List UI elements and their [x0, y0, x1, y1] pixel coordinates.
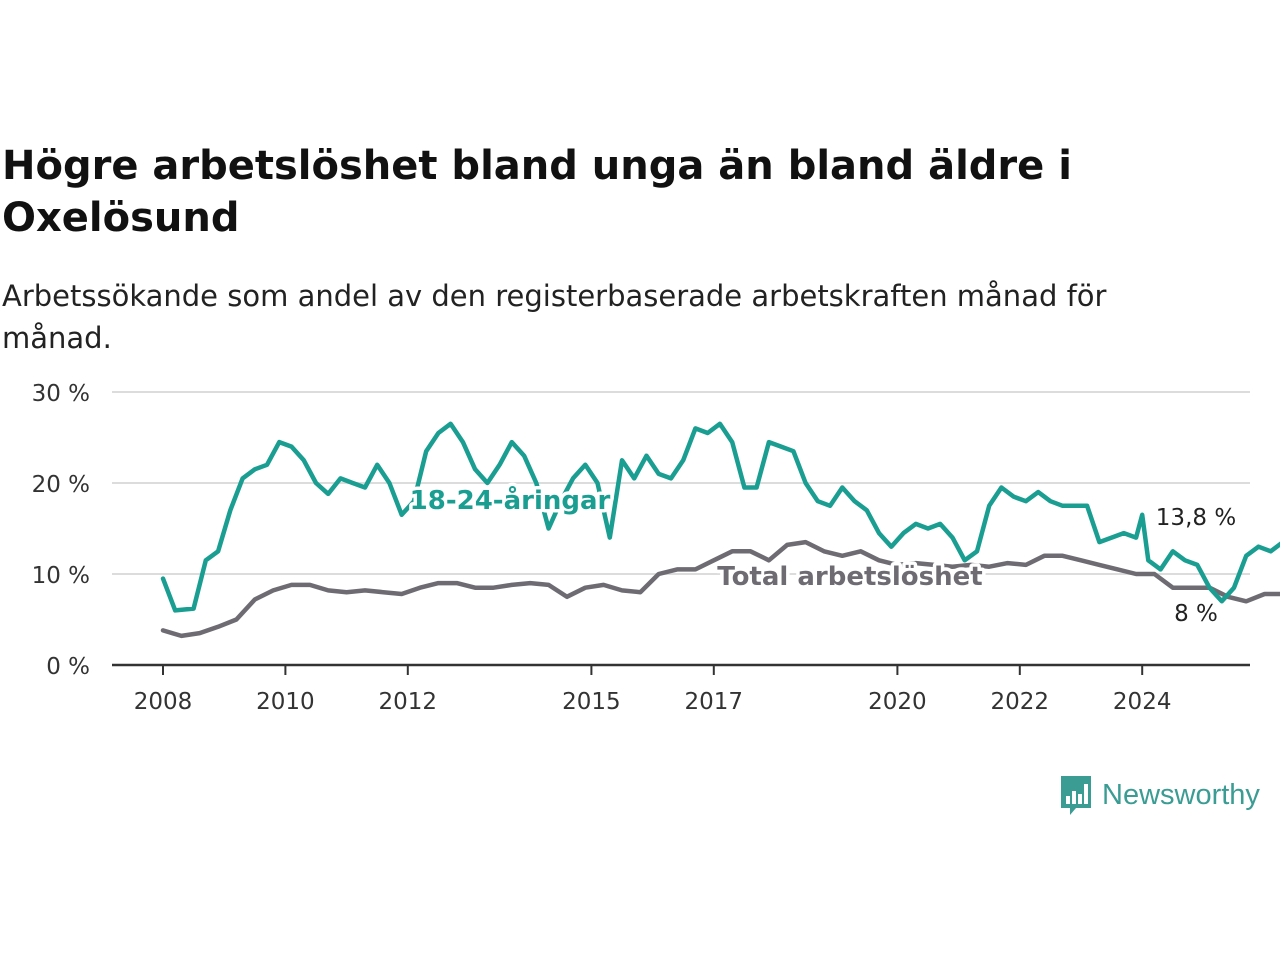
y-tick-label: 0 %	[46, 654, 90, 680]
x-tick-label: 2020	[868, 689, 927, 715]
chart-title: Högre arbetslöshet bland unga än bland ä…	[2, 143, 1072, 241]
series-line-youth	[160, 421, 1280, 613]
x-tick-label: 2024	[1113, 689, 1172, 715]
bar-chart-icon	[1061, 776, 1091, 815]
series-label-total: Total arbetslöshet	[717, 562, 982, 592]
y-tick-label: 20 %	[32, 472, 90, 498]
series-label-youth: 18-24-åringar	[410, 484, 611, 516]
series-line-total	[160, 539, 1280, 639]
x-tick-label: 2008	[134, 689, 193, 715]
end-value-label-total: 8 %	[1174, 601, 1218, 627]
x-tick-label: 2010	[256, 689, 315, 715]
series-lines	[160, 421, 1280, 639]
brand-name: Newsworthy	[1102, 778, 1260, 811]
x-tick-label: 2022	[991, 689, 1050, 715]
x-tick-label: 2017	[685, 689, 744, 715]
line-chart: 0 % 10 % 20 % 30 % 2008 2010 2012 2015 2017 2020…	[32, 381, 1280, 715]
y-axis-ticks: 0 % 10 % 20 % 30 %	[32, 381, 90, 680]
x-tick-label: 2015	[562, 689, 621, 715]
x-tick-label: 2012	[379, 689, 438, 715]
x-axis-ticks: 2008 2010 2012 2015 2017 2020 2022 2024	[112, 663, 1250, 715]
y-tick-label: 30 %	[32, 381, 90, 407]
end-value-label-youth: 13,8 %	[1156, 505, 1236, 531]
gridlines	[112, 391, 1250, 575]
brand-logo: Newsworthy	[1058, 772, 1260, 818]
chart-subtitle: Arbetssökande som andel av den registerb…	[2, 279, 1107, 355]
series-labels: 18-24-åringar Total arbetslöshet 13,8 % 8 %	[406, 481, 1239, 630]
y-tick-label: 10 %	[32, 563, 90, 589]
